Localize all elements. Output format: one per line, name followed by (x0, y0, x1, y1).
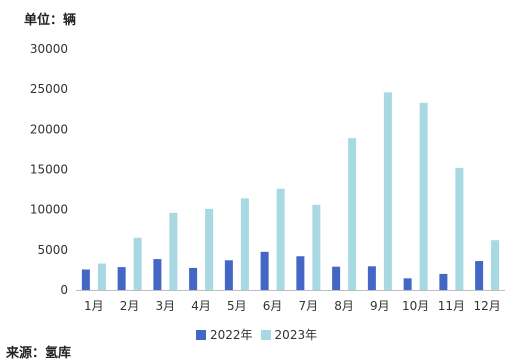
bar-2022年-6月 (260, 251, 269, 290)
x-tick-label: 11月 (438, 299, 465, 313)
x-tick-label: 7月 (299, 299, 319, 313)
bar-2022年-8月 (332, 266, 341, 290)
bar-2022年-2月 (117, 267, 126, 290)
bar-2022年-7月 (296, 256, 305, 290)
legend-swatch-2022 (196, 329, 206, 340)
x-tick-label: 8月 (334, 299, 354, 313)
x-tick-label: 9月 (370, 299, 390, 313)
y-axis: 0 5000 10000 15000 20000 25000 30000 (30, 42, 68, 297)
y-tick-label: 10000 (30, 203, 68, 217)
bar-2023年-11月 (455, 167, 464, 290)
bar-2022年-11月 (439, 273, 448, 290)
bar-2022年-1月 (81, 269, 90, 290)
bar-2023年-6月 (276, 188, 285, 290)
source-label: 来源：氢库 (6, 346, 72, 361)
y-tick-label: 5000 (37, 243, 68, 257)
bar-2022年-3月 (153, 259, 162, 290)
bar-2023年-4月 (205, 208, 214, 290)
bars (81, 92, 500, 290)
bar-2022年-5月 (224, 260, 233, 290)
legend-swatch-2023 (260, 329, 271, 340)
y-tick-label: 25000 (30, 82, 68, 96)
x-tick-label: 4月 (191, 299, 211, 313)
x-tick-label: 1月 (84, 299, 104, 313)
bar-2022年-4月 (189, 267, 198, 290)
y-tick-label: 20000 (30, 122, 68, 136)
unit-label: 单位：辆 (24, 13, 77, 28)
x-tick-label: 12月 (473, 299, 500, 313)
x-tick-label: 6月 (263, 299, 283, 313)
x-tick-label: 3月 (156, 299, 176, 313)
bar-2022年-10月 (403, 278, 412, 290)
x-axis: 1月 2月 3月 4月 5月 6月 7月 8月 9月 10月 11月 12月 (76, 290, 505, 313)
y-tick-label: 30000 (30, 42, 68, 56)
bar-2023年-9月 (383, 92, 392, 290)
legend: 2022年 2023年 (196, 326, 325, 343)
legend-label-2023: 2023年 (274, 328, 318, 342)
bar-2023年-7月 (312, 204, 321, 290)
y-tick-label: 15000 (30, 163, 68, 177)
x-tick-label: 5月 (227, 299, 247, 313)
bar-2023年-2月 (133, 237, 142, 290)
legend-item-2023: 2023年 (260, 326, 318, 343)
bar-2023年-8月 (348, 138, 357, 290)
bar-2022年-12月 (475, 261, 484, 290)
bar-2023年-1月 (97, 263, 106, 290)
legend-label-2022: 2022年 (210, 328, 253, 342)
x-tick-label: 10月 (402, 299, 429, 313)
legend-item-2022: 2022年 (196, 326, 253, 343)
y-tick-label: 0 (60, 283, 68, 297)
bar-2023年-12月 (491, 240, 500, 290)
bar-2022年-9月 (367, 266, 376, 290)
bar-2023年-5月 (240, 198, 249, 290)
bar-2023年-3月 (169, 212, 178, 290)
bar-2023年-10月 (419, 102, 428, 290)
x-tick-label: 2月 (120, 299, 140, 313)
